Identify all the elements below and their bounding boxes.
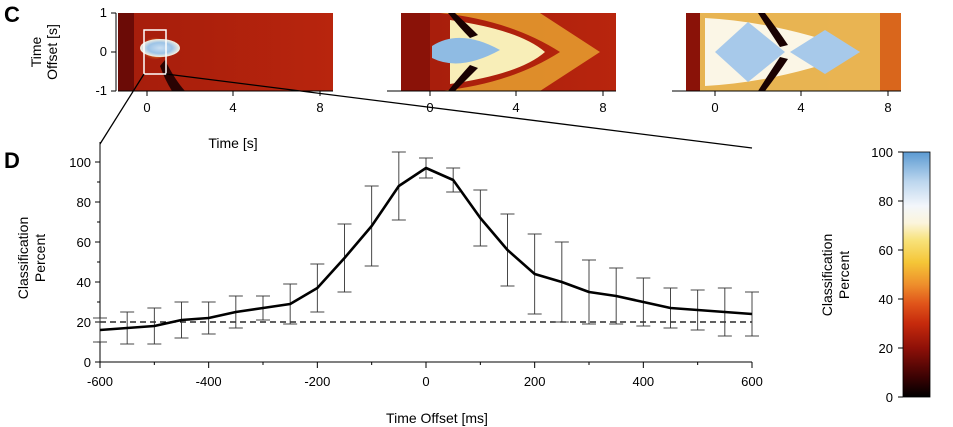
colorbar-tick-40: 40: [879, 292, 893, 307]
hm3-x-tick-8: 8: [884, 100, 891, 115]
heatmap-x-ticks: 0 4 8 0 4 8 0 4 8: [143, 100, 891, 115]
hm1-x-tick-8: 8: [316, 100, 323, 115]
main-y-title-line1: Classification: [15, 217, 31, 299]
heatmap-y-axis: 1 0 -1: [95, 5, 117, 98]
x-tick-label: 600: [741, 374, 763, 389]
heatmap-3: [686, 13, 901, 91]
panel-label-c: C: [4, 2, 20, 27]
x-tick-label: 200: [524, 374, 546, 389]
y-tick-label: 60: [77, 235, 91, 250]
main-plot: [93, 151, 759, 345]
main-y-title-line2: Percent: [32, 234, 48, 282]
colorbar-title-line2: Percent: [836, 251, 852, 299]
colorbar: [902, 151, 931, 398]
zoom-box: [143, 29, 167, 75]
y-tick-label: 80: [77, 195, 91, 210]
hm2-x-tick-4: 4: [512, 100, 519, 115]
main-x-title: Time Offset [ms]: [386, 410, 488, 426]
hm3-x-tick-4: 4: [797, 100, 804, 115]
colorbar-tick-60: 60: [879, 243, 893, 258]
hm1-x-tick-0: 0: [143, 100, 150, 115]
y-tick-label: 40: [77, 275, 91, 290]
x-tick-label: 0: [422, 374, 429, 389]
zoom-line-right: [165, 73, 753, 149]
heatmap-1: [118, 13, 333, 91]
x-tick-label: -400: [196, 374, 222, 389]
colorbar-tick-20: 20: [879, 341, 893, 356]
heatmap-y-tick-0: 0: [100, 44, 107, 59]
hm1-x-tick-4: 4: [229, 100, 236, 115]
colorbar-ticks: 100 80 60 40 20 0: [871, 145, 903, 405]
hm3-x-tick-0: 0: [711, 100, 718, 115]
heatmap-y-tick-neg1: -1: [95, 83, 107, 98]
x-tick-label: -600: [87, 374, 113, 389]
zoom-line-left: [99, 73, 145, 145]
heatmap-y-title-line2: Offset [s]: [44, 24, 60, 80]
heatmap-y-title-line1: Time: [28, 36, 44, 67]
x-tick-label: 400: [632, 374, 654, 389]
main-axes: 0 20 40 60 80 100 -600 -400 -200 0 200 400 600: [69, 142, 763, 389]
y-tick-label: 100: [69, 155, 91, 170]
y-tick-label: 0: [84, 355, 91, 370]
colorbar-title-line1: Classification: [819, 234, 835, 316]
x-tick-label: -200: [304, 374, 330, 389]
heatmap-2: [401, 13, 616, 91]
colorbar-tick-0: 0: [886, 390, 893, 405]
heatmap-x-title: Time [s]: [208, 135, 257, 151]
colorbar-tick-100: 100: [871, 145, 893, 160]
y-tick-label: 20: [77, 315, 91, 330]
heatmap-x-axes: [118, 90, 901, 96]
heatmap-y-tick-1: 1: [100, 5, 107, 20]
panel-label-d: D: [4, 148, 20, 173]
colorbar-tick-80: 80: [879, 194, 893, 209]
hm2-x-tick-8: 8: [599, 100, 606, 115]
series-line: [99, 166, 753, 332]
